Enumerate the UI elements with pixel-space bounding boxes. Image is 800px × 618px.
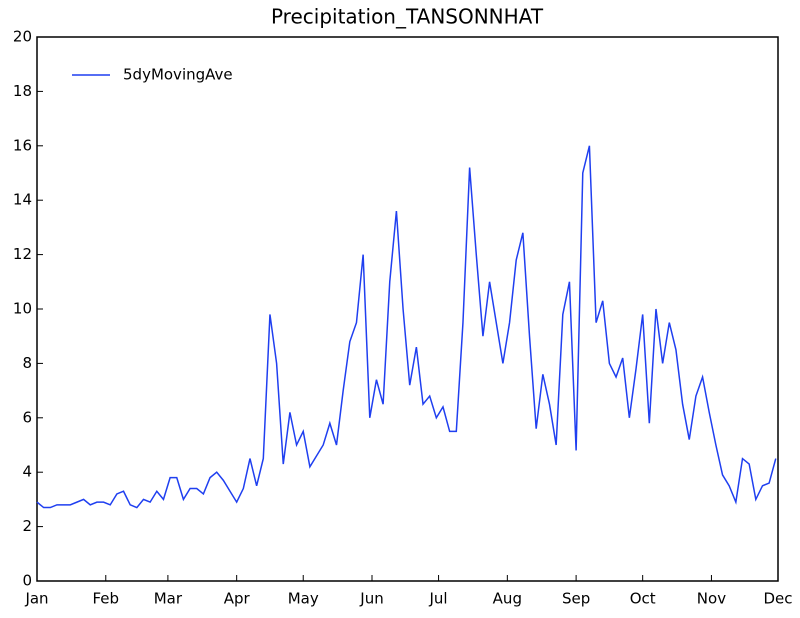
y-tick-label: 16 (13, 136, 32, 154)
chart-title: Precipitation_TANSONNHAT (271, 5, 544, 29)
data-line (36, 145, 777, 509)
x-tick-label: Jun (359, 590, 383, 608)
x-tick-label: Feb (92, 590, 119, 608)
x-tick-label: Oct (630, 590, 656, 608)
y-tick-label: 20 (13, 28, 32, 46)
x-tick-label: Aug (493, 590, 522, 608)
x-tick-label: May (288, 590, 319, 608)
legend-label: 5dyMovingAve (123, 66, 233, 84)
y-tick-label: 6 (22, 408, 32, 426)
x-tick-label: Apr (224, 590, 251, 608)
x-tick-label: Dec (763, 590, 792, 608)
y-tick-label: 8 (22, 354, 32, 372)
plot-frame (36, 36, 779, 582)
x-tick-label: Jan (24, 590, 48, 608)
y-tick-label: 14 (13, 191, 32, 209)
y-tick-label: 0 (22, 572, 32, 590)
y-tick-label: 4 (22, 463, 32, 481)
x-tick-label: Sep (562, 590, 590, 608)
x-tick-label: Nov (697, 590, 726, 608)
y-tick-label: 12 (13, 245, 32, 263)
y-tick-label: 18 (13, 82, 32, 100)
x-tick-label: Mar (154, 590, 183, 608)
x-tick-label: Jul (429, 590, 448, 608)
y-tick-label: 2 (22, 517, 32, 535)
y-tick-label: 10 (13, 300, 32, 318)
